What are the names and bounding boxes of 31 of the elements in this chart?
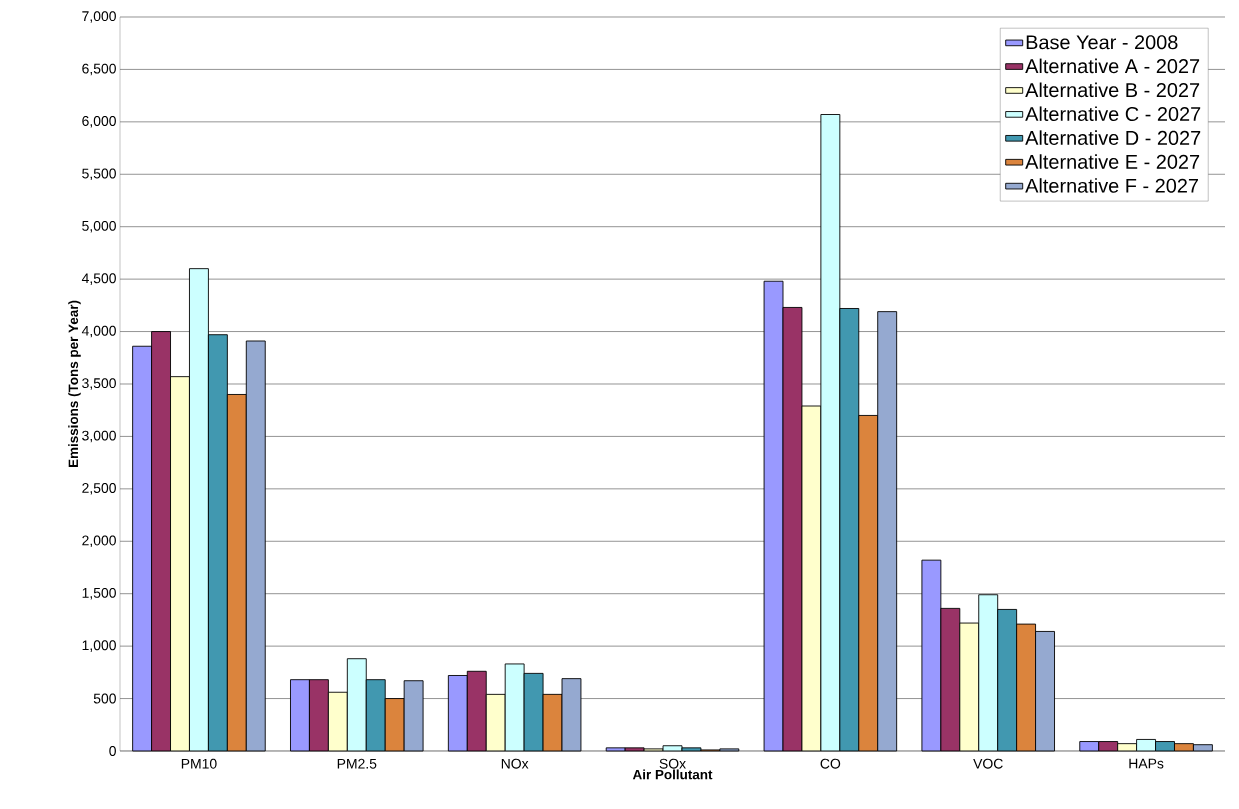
legend-label: Alternative C - 2027	[1025, 106, 1201, 122]
y-tick-label: 1,000	[82, 640, 116, 652]
x-tick-label: CO	[820, 758, 841, 769]
y-tick-label: 1,500	[82, 587, 116, 600]
x-tick-label: SOx	[659, 758, 686, 769]
y-tick-label: 3,500	[82, 378, 116, 390]
y-tick-label: 4,000	[81, 325, 116, 338]
y-tick-label: 500	[93, 693, 116, 704]
legend-label: Alternative E - 2027	[1025, 154, 1200, 169]
legend-label: Base Year - 2008	[1026, 35, 1178, 50]
legend-label: Alternative B - 2027	[1025, 82, 1200, 98]
y-tick-label: 5,500	[82, 168, 116, 181]
y-tick-label: 3,000	[82, 430, 116, 443]
x-tick-label: PM10	[181, 758, 217, 769]
y-tick-label: 2,500	[82, 483, 116, 495]
y-axis-title: Emissions (Tons per Year)	[68, 300, 81, 468]
y-tick-label: 2,000	[82, 535, 116, 548]
legend-label: Alternative A - 2027	[1025, 58, 1200, 74]
y-tick-label: 7,000	[82, 11, 116, 23]
legend-label: Alternative F - 2027	[1025, 178, 1198, 193]
legend-label: Alternative D - 2027	[1025, 130, 1201, 145]
y-tick-label: 5,000	[82, 220, 116, 233]
y-tick-label: 0	[109, 746, 116, 756]
x-tick-label: VOC	[973, 758, 1003, 769]
y-tick-label: 4,500	[81, 273, 116, 285]
x-tick-label: PM2.5	[337, 758, 377, 769]
x-axis-title: Air Pollutant	[632, 769, 713, 780]
y-tick-label: 6,000	[82, 116, 116, 128]
y-tick-label: 6,500	[82, 63, 116, 76]
x-tick-label: NOx	[501, 758, 529, 769]
x-tick-label: HAPs	[1129, 758, 1164, 769]
